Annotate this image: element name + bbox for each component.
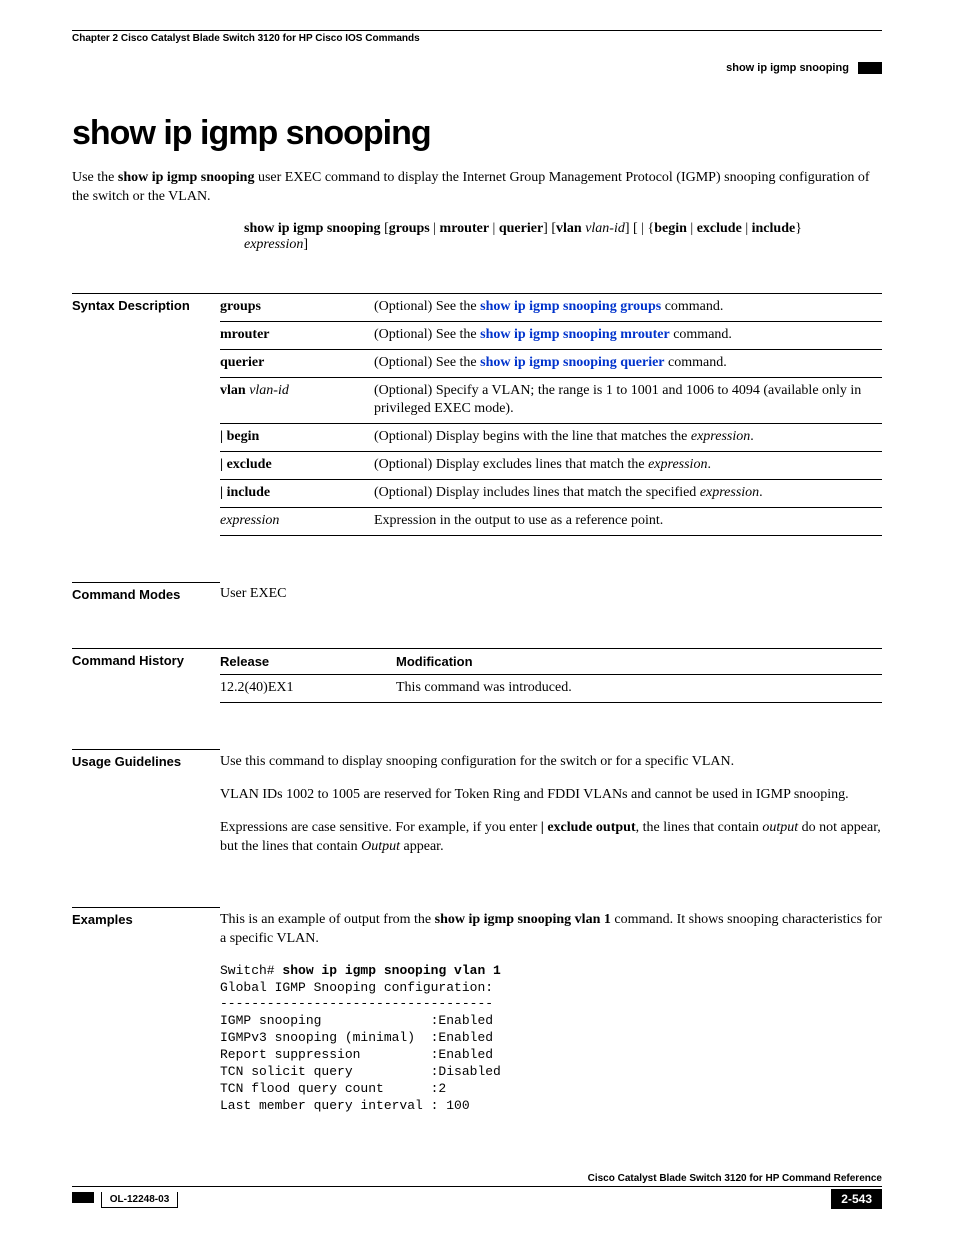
link-mrouter[interactable]: show ip igmp snooping mrouter (480, 327, 670, 342)
header-marker-icon (858, 62, 882, 74)
example-output: Switch# show ip igmp snooping vlan 1 Glo… (220, 963, 882, 1115)
page-title: show ip igmp snooping (72, 114, 882, 153)
footer-marker-icon (72, 1192, 94, 1203)
section-examples: Examples (72, 907, 220, 927)
usage-para: Use this command to display snooping con… (220, 753, 882, 772)
section-command-history: Command History (72, 648, 220, 668)
link-querier[interactable]: show ip igmp snooping querier (480, 355, 664, 370)
intro-paragraph: Use the show ip igmp snooping user EXEC … (72, 169, 882, 207)
section-command-modes: Command Modes (72, 582, 220, 602)
footer-doc-id: OL-12248-03 (101, 1192, 178, 1208)
section-syntax-description: Syntax Description (72, 293, 220, 313)
usage-para: VLAN IDs 1002 to 1005 are reserved for T… (220, 786, 882, 805)
command-modes-value: User EXEC (220, 582, 882, 602)
footer-page-number: 2-543 (831, 1189, 882, 1209)
examples-intro: This is an example of output from the sh… (220, 911, 882, 949)
chapter-header: Chapter 2 Cisco Catalyst Blade Switch 31… (72, 33, 882, 44)
link-groups[interactable]: show ip igmp snooping groups (480, 299, 661, 314)
header-topic: show ip igmp snooping (726, 62, 849, 74)
section-usage-guidelines: Usage Guidelines (72, 749, 220, 769)
history-table: Release Modification 12.2(40)EX1 This co… (220, 648, 882, 703)
usage-para: Expressions are case sensitive. For exam… (220, 819, 882, 857)
syntax-table: groups (Optional) See the show ip igmp s… (220, 293, 882, 536)
footer-book-title: Cisco Catalyst Blade Switch 3120 for HP … (72, 1173, 882, 1187)
syntax-line: show ip igmp snooping [groups | mrouter … (244, 221, 882, 253)
